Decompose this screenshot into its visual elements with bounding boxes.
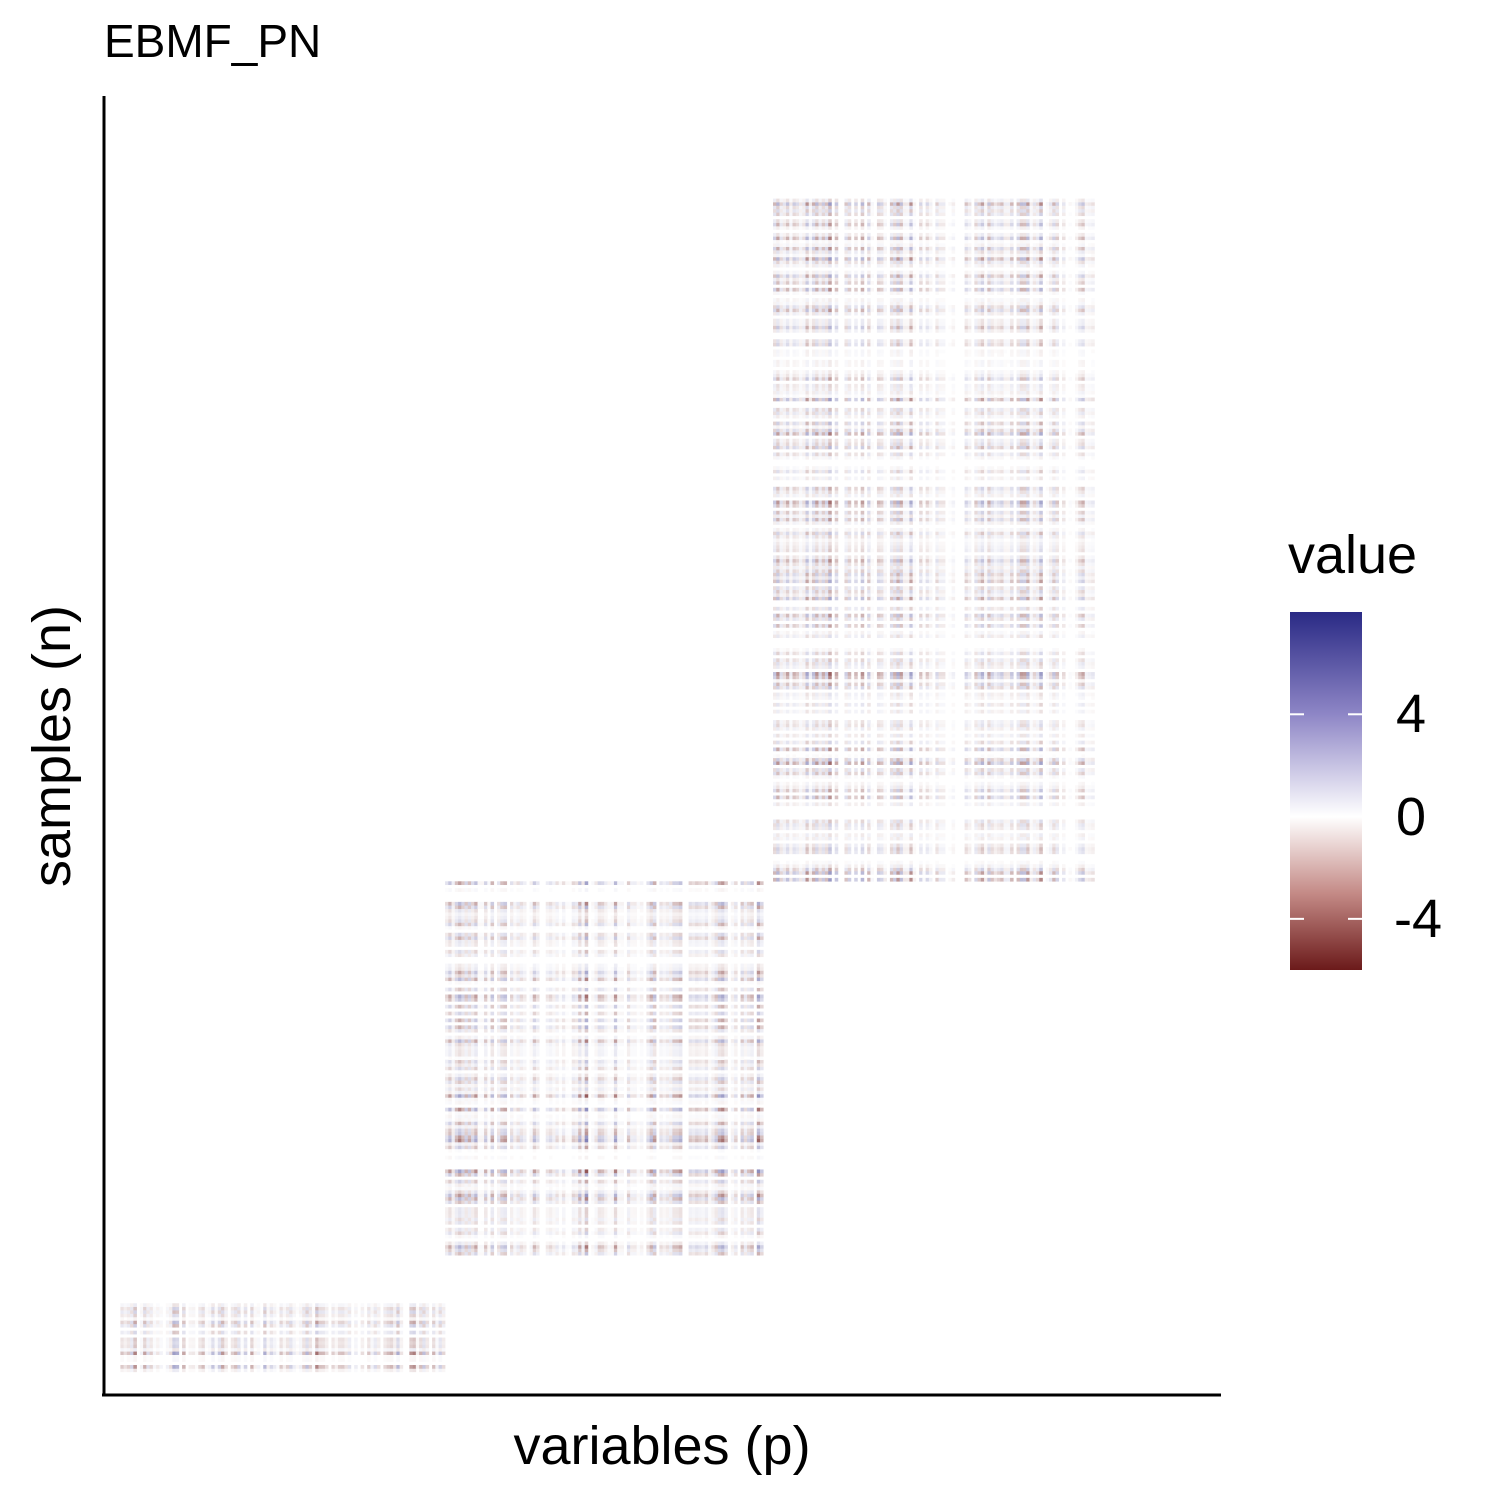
legend-tick-label: -4 (1394, 892, 1442, 946)
legend-tick-label: 4 (1396, 687, 1426, 741)
heatmap-cells (120, 199, 1094, 1373)
block-2 (445, 881, 764, 1255)
legend-title: value (1288, 528, 1417, 582)
block-3 (773, 199, 1095, 882)
block-1 (120, 1303, 445, 1372)
legend-colorbar (1290, 612, 1362, 970)
legend-tick-label: 0 (1396, 790, 1426, 844)
